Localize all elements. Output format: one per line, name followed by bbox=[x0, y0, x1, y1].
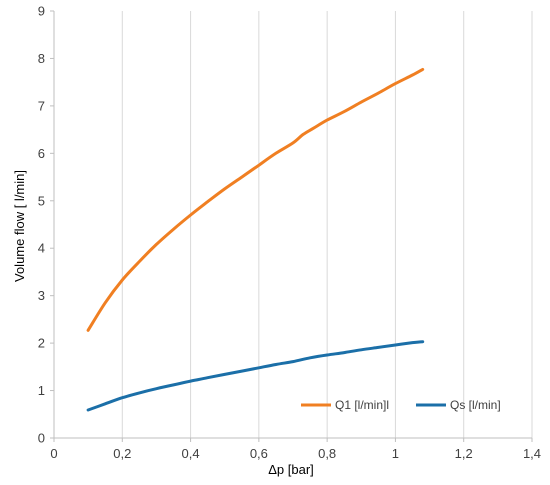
x-tick-label: 1,2 bbox=[455, 446, 473, 461]
y-axis-title: Volume flow [ l/min] bbox=[12, 170, 27, 282]
y-tick-labels: 0 1 2 3 4 5 6 7 8 9 bbox=[38, 4, 45, 446]
x-tick-label: 0,6 bbox=[250, 446, 268, 461]
axes bbox=[50, 10, 533, 442]
series-line-q1 bbox=[86, 67, 425, 332]
x-axis-title: Δp [bar] bbox=[268, 462, 314, 477]
x-tick-label: 0,2 bbox=[113, 446, 131, 461]
y-tick-label: 1 bbox=[38, 383, 45, 398]
x-tick-label: 0,8 bbox=[318, 446, 336, 461]
y-tick-label: 4 bbox=[38, 241, 45, 256]
y-tick-label: 7 bbox=[38, 98, 45, 113]
series-line-qs bbox=[86, 340, 425, 412]
y-tick-label: 2 bbox=[38, 336, 45, 351]
y-tick-label: 9 bbox=[38, 4, 45, 19]
grid-lines bbox=[121, 11, 533, 438]
x-tick-labels: 0 0,2 0,4 0,6 0,8 1 1,2 1,4 bbox=[50, 446, 541, 461]
y-tick-label: 5 bbox=[38, 193, 45, 208]
x-tick-label: 1,4 bbox=[523, 446, 541, 461]
y-tick-label: 8 bbox=[38, 51, 45, 66]
series-lines bbox=[86, 67, 425, 412]
legend-label-qs: Qs [l/min] bbox=[450, 398, 501, 412]
x-tick-label: 0 bbox=[50, 446, 57, 461]
x-tick-label: 0,4 bbox=[182, 446, 200, 461]
legend: Q1 [l/min]l Qs [l/min] bbox=[301, 398, 501, 412]
legend-label-q1: Q1 [l/min]l bbox=[335, 398, 389, 412]
y-tick-label: 3 bbox=[38, 288, 45, 303]
x-tick-label: 1 bbox=[392, 446, 399, 461]
y-tick-label: 0 bbox=[38, 431, 45, 446]
y-tick-label: 6 bbox=[38, 146, 45, 161]
